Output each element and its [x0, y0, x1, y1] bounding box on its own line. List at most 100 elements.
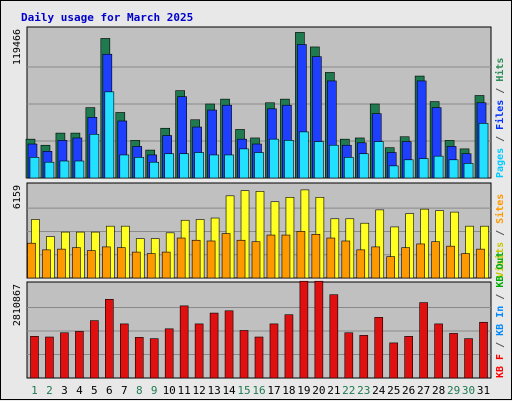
bar-pages	[164, 153, 174, 179]
bar-kb-f	[359, 335, 369, 379]
bar-kb-f	[284, 314, 294, 379]
bar-pages	[418, 158, 429, 179]
bar-pages	[358, 153, 369, 179]
x-tick-label: 8	[136, 384, 143, 397]
bar-kb-f	[60, 332, 69, 379]
bar-kb-f	[90, 320, 99, 379]
bar-sites	[296, 231, 306, 279]
bar-sites	[221, 233, 231, 279]
bar-kb-f	[134, 337, 144, 379]
bar-sites	[341, 240, 351, 279]
bar-kb-f	[105, 299, 114, 379]
bar-kb-f	[149, 338, 159, 379]
legend-part: KB F	[495, 354, 506, 378]
bar-pages	[89, 134, 100, 179]
legend-visits: Visits / Sites	[494, 194, 506, 278]
x-tick-label: 25	[387, 384, 400, 397]
x-tick-label: 21	[327, 384, 340, 397]
bar-sites	[461, 253, 470, 279]
bar-pages	[373, 141, 384, 179]
bar-sites	[446, 245, 455, 279]
legend-kbf: KB F / KB In / KB Out	[495, 252, 506, 378]
legend-part: /	[495, 130, 506, 148]
x-tick-label: 27	[417, 384, 430, 397]
bar-kb-f	[314, 280, 324, 379]
legend-hits: Pages / Files / Hits	[494, 58, 506, 178]
bar-sites	[326, 237, 336, 279]
bar-kb-f	[479, 321, 488, 379]
bar-pages	[433, 155, 444, 179]
x-tick-label: 31	[477, 384, 490, 397]
bar-kb-f	[269, 323, 279, 379]
legend-part: /	[495, 224, 506, 242]
bar-pages	[44, 161, 55, 179]
x-tick-label: 23	[357, 384, 370, 397]
max-label-visits: 6159	[12, 185, 23, 209]
bar-kb-f	[119, 323, 129, 379]
bar-pages	[463, 163, 474, 179]
legend-part: /	[495, 82, 506, 100]
chart-title: Daily usage for March 2025	[21, 11, 193, 24]
bar-pages	[284, 140, 294, 179]
x-tick-label: 2	[46, 384, 53, 397]
x-tick-label: 5	[91, 384, 98, 397]
bar-kb-f	[179, 305, 189, 379]
bar-pages	[74, 160, 85, 179]
x-tick-label: 30	[462, 384, 475, 397]
bar-kb-f	[434, 323, 443, 379]
bar-kb-f	[45, 336, 54, 379]
x-tick-label: 29	[447, 384, 460, 397]
bar-pages	[239, 148, 249, 179]
x-tick-label: 13	[207, 384, 220, 397]
bar-pages	[388, 165, 399, 179]
bar-kb-f	[299, 280, 309, 379]
x-tick-label: 28	[432, 384, 445, 397]
bar-pages	[134, 157, 145, 179]
legend-part: /	[495, 288, 506, 306]
x-tick-label: 9	[151, 384, 158, 397]
max-label-kbf: 2810867	[12, 284, 23, 326]
x-tick-label: 6	[106, 384, 113, 397]
bar-sites	[431, 241, 440, 279]
bar-kb-f	[389, 342, 399, 379]
bar-pages	[179, 153, 189, 179]
bar-kb-f	[254, 336, 264, 379]
legend-part: /	[495, 336, 506, 354]
bar-kb-f	[224, 310, 234, 379]
bar-sites	[386, 256, 396, 279]
x-tick-label: 24	[372, 384, 386, 397]
bar-kb-f	[374, 317, 384, 379]
bar-pages	[254, 152, 264, 179]
bar-sites	[116, 247, 126, 279]
x-tick-label: 4	[76, 384, 83, 397]
bar-sites	[191, 239, 201, 279]
bar-kb-f	[194, 323, 204, 379]
bar-sites	[161, 251, 171, 279]
legend-part: KB Out	[495, 252, 506, 288]
x-tick-label: 22	[342, 384, 355, 397]
bar-pages	[448, 159, 459, 179]
bar-kb-f	[239, 330, 249, 379]
bar-pages	[224, 154, 234, 179]
bar-kb-f	[464, 338, 473, 379]
bar-sites	[57, 248, 66, 279]
bar-sites	[102, 246, 111, 279]
bar-sites	[72, 247, 81, 279]
x-tick-label: 26	[402, 384, 415, 397]
max-label-hits: 119466	[12, 29, 23, 65]
bar-kb-f	[209, 312, 219, 379]
x-tick-label: 20	[312, 384, 325, 397]
bar-pages	[314, 141, 324, 179]
bar-pages	[403, 159, 414, 179]
x-tick-label: 11	[178, 384, 191, 397]
bar-sites	[281, 234, 291, 279]
x-tick-label: 16	[252, 384, 265, 397]
legend-part: Visits	[494, 242, 506, 278]
bar-pages	[104, 91, 115, 179]
x-tick-label: 10	[163, 384, 176, 397]
x-tick-label: 18	[282, 384, 295, 397]
bar-sites	[236, 239, 246, 279]
bar-sites	[206, 240, 216, 279]
